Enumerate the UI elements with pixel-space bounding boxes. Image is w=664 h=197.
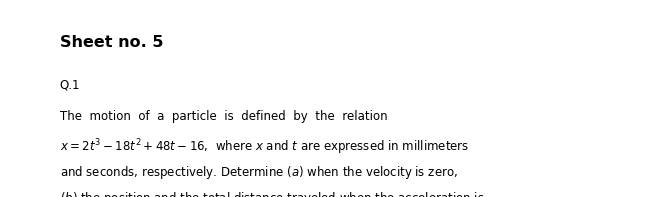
Text: and seconds, respectively. Determine ($a$) when the velocity is zero,: and seconds, respectively. Determine ($a…: [60, 164, 457, 180]
Text: The  motion  of  a  particle  is  defined  by  the  relation: The motion of a particle is defined by t…: [60, 110, 387, 123]
Text: $x = 2t^3 - 18t^2 + 48t - 16$,  where $x$ and $t$ are expressed in millimeters: $x = 2t^3 - 18t^2 + 48t - 16$, where $x$…: [60, 137, 469, 156]
Text: ($b$) the position and the total distance traveled when the acceleration is: ($b$) the position and the total distanc…: [60, 190, 484, 197]
Text: Q.1: Q.1: [60, 79, 80, 92]
Text: Sheet no. 5: Sheet no. 5: [60, 35, 163, 50]
